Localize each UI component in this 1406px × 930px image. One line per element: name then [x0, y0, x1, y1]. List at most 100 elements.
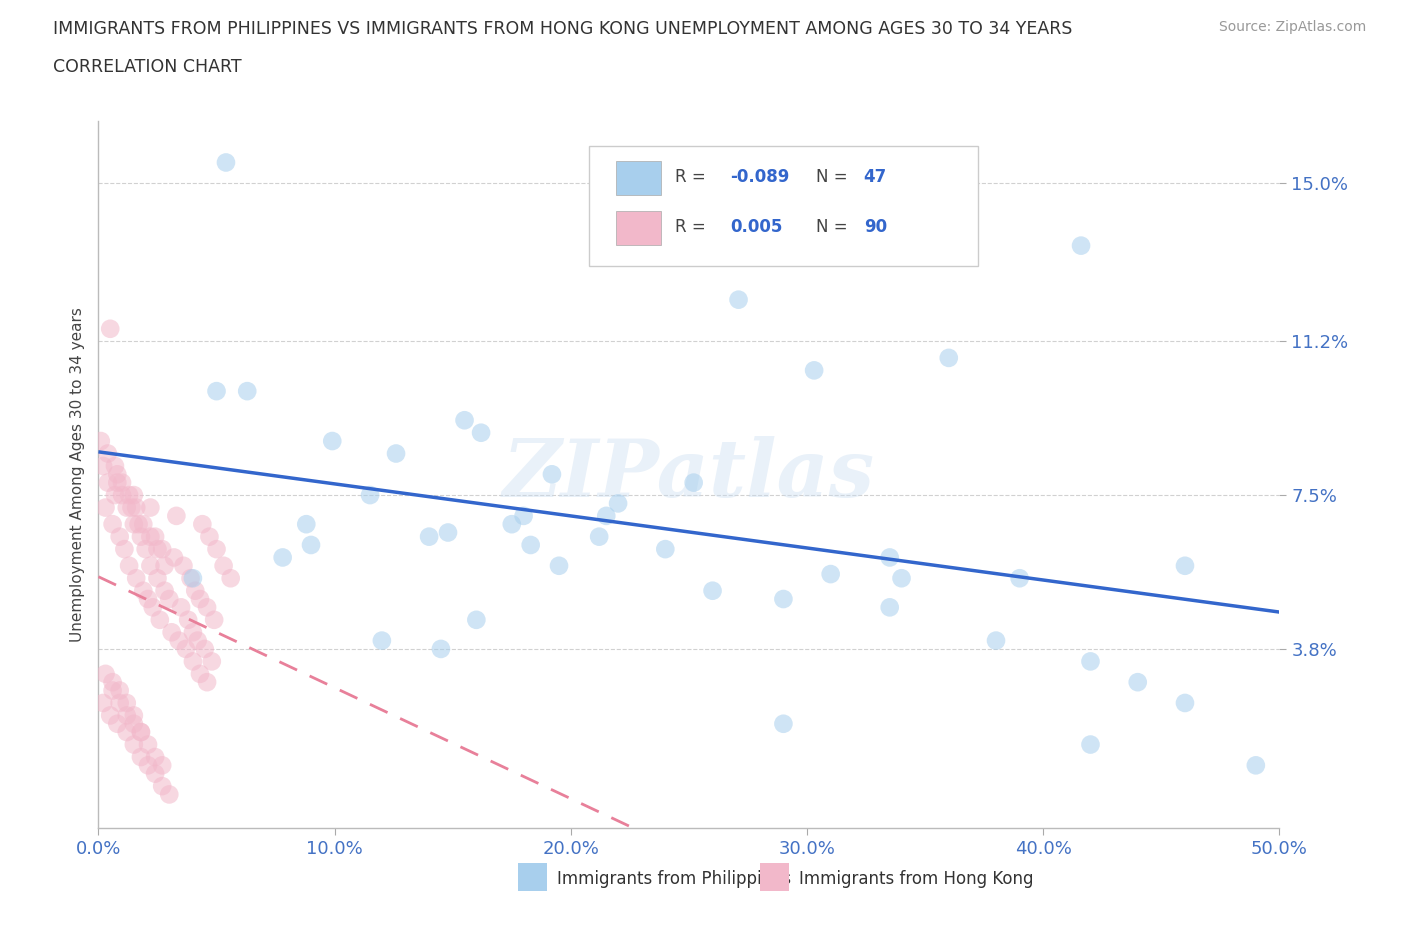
- Point: [879, 550, 901, 565]
- Point: [149, 612, 172, 627]
- Point: [519, 538, 541, 552]
- Point: [139, 558, 162, 573]
- Text: Source: ZipAtlas.com: Source: ZipAtlas.com: [1219, 20, 1367, 34]
- Point: [139, 500, 162, 515]
- Point: [295, 517, 318, 532]
- Point: [938, 351, 960, 365]
- Point: [121, 500, 143, 515]
- Point: [453, 413, 475, 428]
- Point: [418, 529, 440, 544]
- Point: [142, 600, 165, 615]
- Point: [157, 787, 180, 802]
- Point: [890, 571, 912, 586]
- Point: [371, 633, 394, 648]
- Point: [181, 571, 204, 586]
- Text: CORRELATION CHART: CORRELATION CHART: [53, 58, 242, 75]
- Point: [90, 433, 112, 448]
- Point: [136, 591, 159, 606]
- Point: [122, 716, 145, 731]
- Point: [219, 571, 242, 586]
- Point: [160, 625, 183, 640]
- Point: [195, 675, 218, 690]
- Point: [772, 716, 794, 731]
- Point: [111, 475, 134, 490]
- Point: [501, 517, 523, 532]
- Point: [205, 384, 228, 399]
- Point: [98, 322, 121, 337]
- Point: [157, 591, 180, 606]
- Text: IMMIGRANTS FROM PHILIPPINES VS IMMIGRANTS FROM HONG KONG UNEMPLOYMENT AMONG AGES: IMMIGRANTS FROM PHILIPPINES VS IMMIGRANT…: [53, 20, 1073, 38]
- Text: ZIPatlas: ZIPatlas: [503, 435, 875, 513]
- Point: [132, 517, 155, 532]
- FancyBboxPatch shape: [589, 146, 979, 266]
- Point: [150, 778, 173, 793]
- Point: [129, 724, 152, 739]
- Point: [98, 708, 121, 723]
- Point: [143, 529, 166, 544]
- Text: 0.005: 0.005: [730, 218, 783, 236]
- Point: [122, 708, 145, 723]
- Point: [146, 541, 169, 556]
- Point: [105, 716, 128, 731]
- Point: [153, 558, 176, 573]
- Point: [271, 550, 294, 565]
- Point: [104, 458, 127, 473]
- Point: [215, 155, 238, 170]
- Point: [135, 541, 157, 556]
- Point: [548, 558, 571, 573]
- Point: [108, 696, 131, 711]
- Point: [122, 487, 145, 502]
- Point: [470, 425, 492, 440]
- Text: Immigrants from Hong Kong: Immigrants from Hong Kong: [799, 870, 1033, 887]
- Point: [146, 571, 169, 586]
- Point: [172, 558, 194, 573]
- Point: [595, 509, 617, 524]
- Text: N =: N =: [817, 218, 848, 236]
- Text: -0.089: -0.089: [730, 168, 790, 186]
- Point: [984, 633, 1007, 648]
- Point: [1070, 238, 1092, 253]
- Text: Immigrants from Philippines: Immigrants from Philippines: [557, 870, 790, 887]
- Point: [1080, 654, 1102, 669]
- Point: [188, 667, 211, 682]
- Point: [879, 600, 901, 615]
- Point: [772, 591, 794, 606]
- Point: [359, 487, 381, 502]
- Point: [321, 433, 343, 448]
- Point: [125, 571, 148, 586]
- Point: [194, 642, 217, 657]
- Bar: [616, 161, 661, 195]
- Point: [1126, 675, 1149, 690]
- Point: [122, 517, 145, 532]
- Point: [115, 724, 138, 739]
- Point: [181, 654, 204, 669]
- Point: [163, 550, 186, 565]
- Point: [727, 292, 749, 307]
- Point: [588, 529, 610, 544]
- Point: [437, 525, 460, 540]
- Bar: [517, 863, 547, 891]
- Text: R =: R =: [675, 218, 706, 236]
- Point: [541, 467, 564, 482]
- Point: [115, 708, 138, 723]
- Point: [682, 475, 704, 490]
- Point: [108, 683, 131, 698]
- Point: [191, 517, 214, 532]
- Point: [118, 487, 141, 502]
- Point: [139, 529, 162, 544]
- Point: [128, 517, 150, 532]
- Point: [115, 696, 138, 711]
- Point: [112, 541, 135, 556]
- Point: [101, 517, 124, 532]
- Text: R =: R =: [675, 168, 706, 186]
- Point: [181, 625, 204, 640]
- Point: [1244, 758, 1267, 773]
- Point: [803, 363, 825, 378]
- Point: [129, 529, 152, 544]
- Point: [205, 541, 228, 556]
- Point: [174, 642, 197, 657]
- Point: [143, 750, 166, 764]
- Point: [188, 591, 211, 606]
- Point: [187, 633, 209, 648]
- Point: [167, 633, 190, 648]
